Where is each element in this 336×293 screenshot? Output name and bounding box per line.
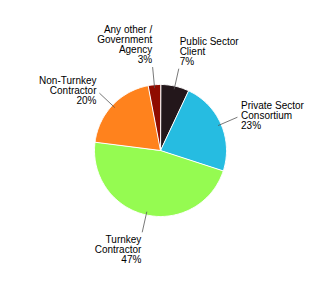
svg-text:Non-TurnkeyContractor20%: Non-TurnkeyContractor20%	[39, 75, 97, 106]
svg-text:TurnkeyContractor47%: TurnkeyContractor47%	[95, 234, 142, 265]
svg-text:Any other /GovernmentAgency3%: Any other /GovernmentAgency3%	[97, 24, 152, 65]
svg-text:Private SectorConsortium23%: Private SectorConsortium23%	[241, 100, 304, 131]
svg-text:Public SectorClient7%: Public SectorClient7%	[180, 36, 240, 67]
